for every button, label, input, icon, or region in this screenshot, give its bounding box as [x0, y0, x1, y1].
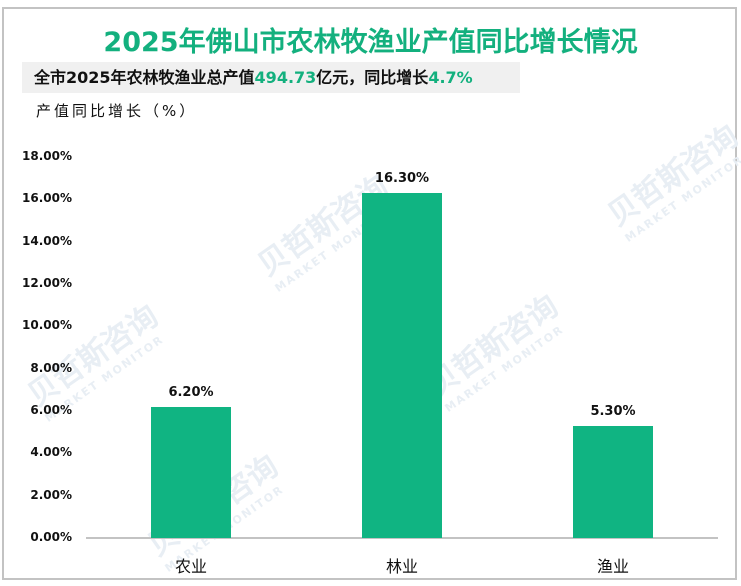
total-growth-value: 4.7% [428, 68, 473, 87]
y-tick-label: 6.00% [30, 403, 72, 417]
summary-banner: 全市2025年农林牧渔业总产值494.73亿元，同比增长4.7% [22, 62, 520, 93]
y-tick-label: 14.00% [22, 233, 72, 248]
bar-value-label: 5.30% [590, 403, 636, 419]
y-tick-label: 8.00% [30, 360, 72, 375]
x-axis-line [86, 537, 718, 539]
summary-prefix: 全市2025年农林牧渔业总产值 [34, 68, 255, 87]
y-tick-label: 12.00% [22, 276, 72, 290]
x-tick-label: 农业 [174, 557, 207, 576]
y-tick-label: 2.00% [30, 487, 72, 502]
bar-value-label: 6.20% [168, 384, 214, 400]
bar-3 [573, 425, 653, 538]
summary-middle: 亿元，同比增长 [316, 68, 429, 87]
bar-value-label: 16.30% [374, 170, 430, 186]
y-tick-label: 4.00% [30, 445, 72, 460]
y-tick-label: 16.00% [22, 191, 72, 206]
bar-2 [362, 192, 442, 538]
y-tick-label: 0.00% [30, 530, 72, 544]
x-tick-label: 林业 [385, 557, 418, 576]
chart-frame [2, 7, 737, 580]
y-tick-label: 18.00% [22, 149, 72, 163]
x-tick-label: 渔业 [596, 557, 629, 576]
bar-1 [151, 406, 231, 538]
y-axis-title: 产值同比增长（%） [36, 102, 198, 120]
y-tick-label: 10.00% [22, 318, 72, 333]
total-output-value: 494.73 [254, 68, 317, 87]
chart-title: 2025年佛山市农林牧渔业产值同比增长情况 [103, 27, 638, 58]
